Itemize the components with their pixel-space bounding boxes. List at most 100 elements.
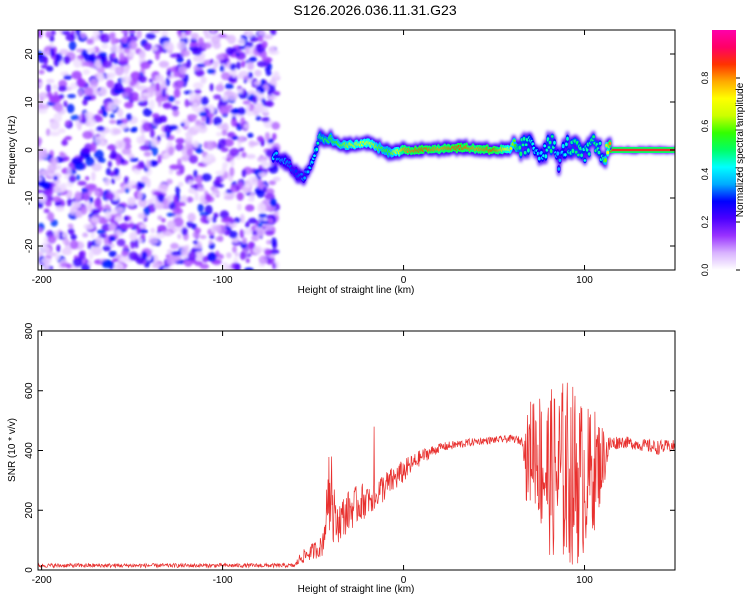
tone-core-blob: [604, 158, 607, 163]
noise-blob: [231, 118, 238, 127]
noise-blob: [139, 223, 147, 229]
noise-blob: [73, 58, 82, 68]
noise-blob: [43, 208, 50, 214]
noise-blob: [155, 82, 161, 92]
x-tick-label: 0: [401, 575, 407, 586]
noise-blob: [78, 251, 85, 261]
noise-blob: [187, 114, 198, 119]
noise-blob: [142, 108, 153, 117]
noise-blob: [198, 111, 208, 117]
noise-blob: [242, 237, 248, 245]
noise-blob: [102, 245, 112, 252]
noise-blob: [248, 175, 259, 186]
noise-blob: [82, 130, 94, 140]
noise-blob: [88, 249, 94, 260]
noise-blob: [161, 30, 168, 38]
tone-core-blob: [527, 148, 530, 153]
noise-blob: [93, 90, 102, 96]
noise-blob: [114, 229, 122, 236]
noise-blob: [254, 69, 262, 77]
noise-blob: [193, 82, 204, 90]
noise-blob: [151, 146, 158, 157]
noise-blob: [104, 209, 112, 220]
noise-blob: [148, 238, 159, 245]
noise-blob: [90, 47, 97, 53]
noise-blob: [112, 128, 122, 135]
tone-core-blob: [294, 169, 298, 174]
tone-core-blob: [608, 141, 612, 146]
noise-blob: [227, 77, 236, 82]
noise-blob: [167, 95, 176, 103]
noise-blob: [266, 214, 276, 220]
noise-blob: [161, 218, 166, 223]
noise-blob: [171, 255, 182, 261]
noise-blob: [240, 60, 246, 68]
noise-blob: [157, 154, 162, 164]
noise-blob: [239, 213, 245, 224]
colorbar-tick-label: 0.0: [700, 264, 710, 277]
noise-blob: [245, 102, 250, 113]
noise-blob: [140, 61, 151, 70]
noise-blob: [106, 79, 115, 89]
noise-blob: [171, 105, 179, 111]
noise-blob: [193, 169, 198, 178]
noise-blob: [223, 171, 229, 179]
noise-blob: [247, 196, 254, 202]
noise-blob: [52, 196, 62, 203]
noise-blob: [139, 144, 151, 151]
chart-title: S126.2026.036.11.31.G23: [293, 2, 457, 18]
noise-blob: [213, 116, 222, 126]
noise-blob: [268, 180, 277, 186]
noise-blob: [199, 263, 210, 270]
noise-blob: [92, 30, 101, 37]
noise-blob: [66, 103, 75, 114]
noise-blob: [72, 201, 81, 209]
noise-blob: [239, 251, 247, 260]
noise-blob: [121, 250, 129, 257]
noise-blob: [94, 59, 102, 69]
noise-blob: [180, 49, 191, 57]
noise-blob: [166, 178, 173, 185]
noise-blob: [236, 73, 245, 80]
noise-blob: [226, 252, 232, 259]
noise-blob: [213, 179, 221, 188]
noise-blob: [247, 132, 254, 138]
noise-blob: [156, 203, 165, 209]
noise-blob: [221, 72, 231, 81]
noise-blob: [261, 40, 268, 49]
noise-blob: [188, 180, 194, 185]
noise-blob: [158, 60, 170, 68]
noise-blob: [205, 140, 215, 151]
noise-blob: [166, 220, 176, 230]
y-tick-label: 10: [24, 96, 35, 108]
noise-blob: [231, 135, 239, 141]
noise-blob: [265, 70, 272, 76]
noise-blob: [101, 43, 109, 50]
noise-blob: [111, 52, 116, 59]
tone-core-blob: [553, 140, 556, 145]
noise-blob: [116, 119, 123, 126]
noise-blob: [247, 30, 254, 38]
noise-blob: [177, 233, 182, 240]
noise-blob: [38, 182, 49, 188]
noise-blob: [109, 171, 117, 177]
noise-blob: [64, 136, 72, 141]
noise-blob: [104, 177, 111, 186]
noise-blob: [246, 154, 256, 159]
noise-blob: [191, 102, 199, 112]
tone-core-blob: [306, 170, 310, 174]
noise-blob: [78, 154, 84, 162]
noise-blob: [129, 231, 138, 241]
noise-blob: [108, 235, 116, 242]
x-tick-label: -200: [32, 575, 52, 586]
noise-blob: [172, 109, 180, 117]
noise-blob: [155, 232, 166, 239]
tone-core-blob: [275, 151, 278, 155]
noise-blob: [216, 224, 221, 234]
noise-blob: [123, 244, 129, 249]
noise-blob: [80, 32, 87, 39]
noise-blob: [119, 52, 125, 61]
noise-blob: [258, 172, 267, 178]
noise-blob: [49, 35, 55, 43]
noise-blob: [174, 100, 181, 105]
